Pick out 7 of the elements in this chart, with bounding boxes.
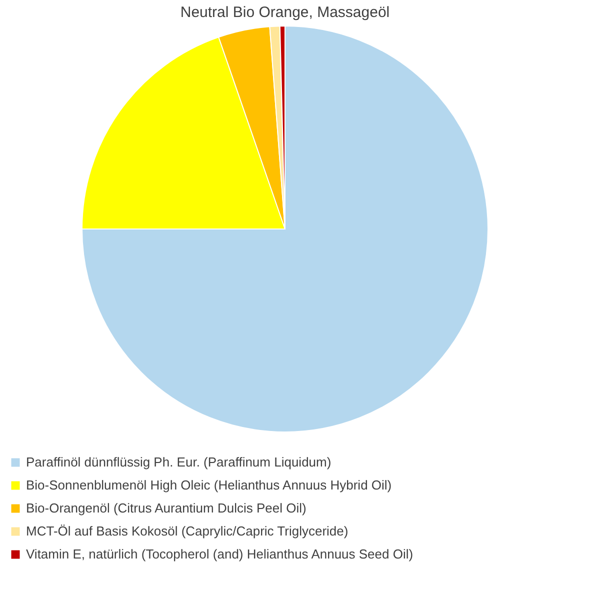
legend-label: Bio-Orangenöl (Citrus Aurantium Dulcis Peel Oil) [26,500,306,516]
legend-label: Bio-Sonnenblumenöl High Oleic (Helianthus Annuus Hybrid Oil) [26,478,392,492]
chart-title: Neutral Bio Orange, Massageöl [180,4,390,21]
legend-label: Paraffinöl dünnflüssig Ph. Eur. (Paraffinum Liquidum) [26,454,332,470]
legend-label: MCT-Öl auf Basis Kokosöl (Caprylic/Capric Triglyceride) [26,524,348,538]
legend-label: Vitamin E, natürlich (Tocopherol (and) Helianthus Annuus Seed Oil) [26,546,414,562]
pie-slice [82,26,488,432]
